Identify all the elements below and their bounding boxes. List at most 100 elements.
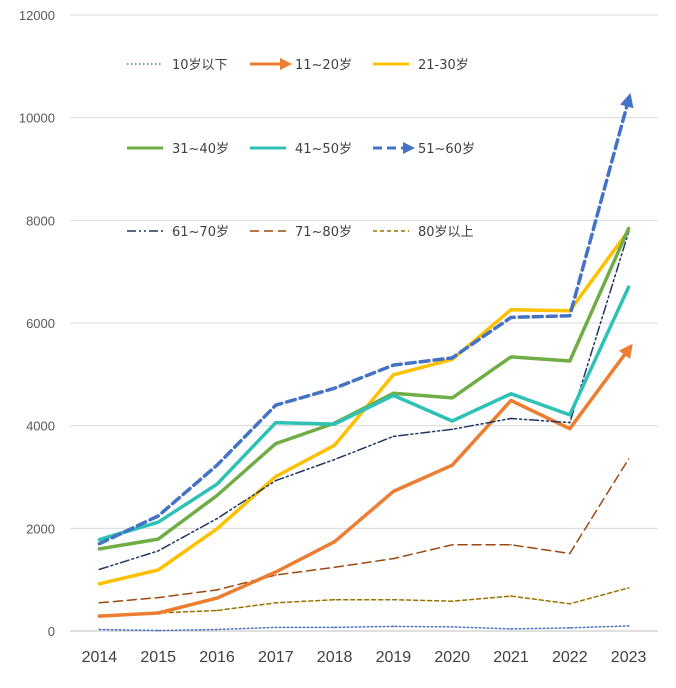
data-point xyxy=(569,552,571,555)
legend-item: 61~70岁 xyxy=(127,225,229,240)
data-point xyxy=(157,550,159,552)
data-point xyxy=(510,316,512,319)
data-point xyxy=(98,548,101,550)
x-tick-label: 2015 xyxy=(140,649,176,666)
data-point xyxy=(569,315,571,317)
data-point xyxy=(392,598,395,601)
data-point xyxy=(510,543,512,546)
data-point xyxy=(275,626,277,629)
data-point xyxy=(627,458,630,460)
data-point xyxy=(451,464,454,466)
x-tick-label: 2021 xyxy=(493,649,529,666)
series-line-8 xyxy=(98,587,630,616)
data-point xyxy=(216,517,218,520)
data-point xyxy=(392,557,395,560)
series-line-7 xyxy=(98,458,630,604)
data-point xyxy=(216,589,218,591)
y-tick-label: 12000 xyxy=(19,8,55,23)
data-point xyxy=(451,357,454,359)
data-point xyxy=(451,600,454,603)
data-point xyxy=(333,598,336,601)
data-point xyxy=(333,566,336,569)
data-point xyxy=(216,483,218,485)
data-point xyxy=(392,625,395,628)
data-point xyxy=(157,569,159,571)
data-point xyxy=(157,612,159,614)
series-line-3 xyxy=(97,226,631,551)
data-point xyxy=(275,479,277,482)
legend-label: 11~20岁 xyxy=(295,58,352,73)
data-point xyxy=(333,444,336,446)
data-point xyxy=(627,227,630,230)
data-point xyxy=(333,626,336,629)
data-point xyxy=(451,420,454,422)
data-point xyxy=(157,629,159,632)
series-line-0 xyxy=(98,625,630,632)
data-point xyxy=(98,538,101,541)
data-point xyxy=(275,601,277,604)
data-point xyxy=(627,587,630,589)
legend-label: 80岁以上 xyxy=(418,225,474,240)
data-point xyxy=(392,364,395,366)
data-point xyxy=(510,595,512,597)
data-point xyxy=(98,582,101,585)
data-point xyxy=(216,494,218,497)
x-tick-label: 2017 xyxy=(258,649,294,666)
series-line-6 xyxy=(98,231,630,571)
data-point xyxy=(216,464,218,466)
data-point xyxy=(98,628,101,631)
data-point xyxy=(333,540,336,543)
legend-item: 51~60岁 xyxy=(373,142,475,157)
data-point xyxy=(98,568,101,571)
data-point xyxy=(569,427,571,430)
data-point xyxy=(510,417,512,420)
legend-item: 41~50岁 xyxy=(250,142,352,157)
x-tick-label: 2018 xyxy=(317,649,353,666)
data-point xyxy=(392,490,395,493)
data-point xyxy=(216,597,218,599)
x-tick-label: 2020 xyxy=(434,649,470,666)
gridlines xyxy=(70,14,658,632)
series-lines xyxy=(97,92,634,632)
y-tick-label: 0 xyxy=(48,624,55,639)
legend-item: 80岁以上 xyxy=(373,225,474,240)
data-point xyxy=(569,627,571,629)
data-point xyxy=(157,596,159,599)
data-point xyxy=(275,442,277,445)
data-point xyxy=(157,538,159,540)
data-point xyxy=(333,387,336,389)
data-point xyxy=(510,399,512,402)
data-point xyxy=(451,428,454,431)
legend-label: 31~40岁 xyxy=(172,142,229,157)
data-point xyxy=(392,435,395,438)
x-tick-label: 2019 xyxy=(376,649,412,666)
data-point xyxy=(98,542,101,545)
legend-item: 71~80岁 xyxy=(250,225,352,240)
y-axis: 0 2000 4000 6000 8000 10000 12000 xyxy=(19,8,55,639)
data-point xyxy=(510,308,512,311)
legend-item: 21-30岁 xyxy=(373,58,469,73)
legend-label: 21-30岁 xyxy=(418,58,469,73)
x-tick-label: 2023 xyxy=(611,649,647,666)
data-point xyxy=(451,543,454,546)
data-point xyxy=(510,356,512,358)
legend-item: 10岁以下 xyxy=(127,58,228,73)
x-tick-label: 2016 xyxy=(199,649,235,666)
data-point xyxy=(451,397,454,399)
data-point xyxy=(392,374,395,376)
x-axis: 2014 2015 2016 2017 2018 2019 2020 2021 2022 2023 xyxy=(82,649,647,666)
data-point xyxy=(569,360,571,362)
y-tick-label: 4000 xyxy=(26,419,55,434)
data-point xyxy=(275,571,277,573)
legend-item: 11~20岁 xyxy=(250,58,352,73)
data-point xyxy=(98,601,101,604)
data-point xyxy=(510,393,512,395)
y-tick-label: 8000 xyxy=(26,213,55,228)
data-point xyxy=(275,574,277,576)
y-tick-label: 6000 xyxy=(26,316,55,331)
data-point xyxy=(275,421,277,424)
legend-label: 61~70岁 xyxy=(172,225,229,240)
y-tick-label: 10000 xyxy=(19,111,55,126)
legend-label: 71~80岁 xyxy=(295,225,352,240)
data-point xyxy=(451,626,454,628)
